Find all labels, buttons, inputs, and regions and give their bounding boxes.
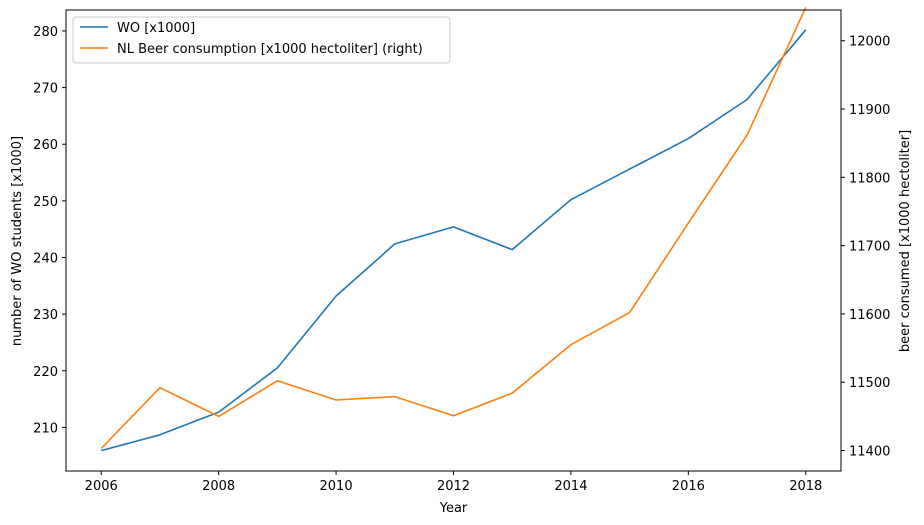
x-tick-label: 2014 xyxy=(554,479,587,494)
x-tick-label: 2006 xyxy=(85,479,118,494)
y-left-tick-label: 220 xyxy=(33,365,58,380)
y-right-tick-label: 11700 xyxy=(849,240,890,255)
y-left-tick-label: 270 xyxy=(33,82,58,97)
series-line-0 xyxy=(100,29,807,452)
plot-frame xyxy=(65,9,842,472)
y-right-tick-label: 11500 xyxy=(849,376,890,391)
y-left-tick-label: 260 xyxy=(33,138,58,153)
y-left-tick-label: 210 xyxy=(33,421,58,436)
y-axis-left-title: number of WO students [x1000] xyxy=(10,136,25,346)
x-tick-label: 2010 xyxy=(320,479,353,494)
tick-layer: 2006 2008 2010 2012 2014 2016 2018 210 220 230 240… xyxy=(33,25,890,494)
series-line-1 xyxy=(100,6,807,450)
y-left-tick-label: 240 xyxy=(33,251,58,266)
legend-label-beer: NL Beer consumption [x1000 hectoliter] (… xyxy=(117,42,423,57)
x-tick-label: 2012 xyxy=(437,479,470,494)
x-axis-title: Year xyxy=(439,501,468,516)
y-axis-right-title: beer consumed [x1000 hectoliter] xyxy=(898,130,913,352)
y-left-tick-label: 280 xyxy=(33,25,58,40)
legend: WO [x1000] NL Beer consumption [x1000 he… xyxy=(72,16,451,64)
x-tick-label: 2018 xyxy=(789,479,822,494)
y-right-tick-label: 11800 xyxy=(849,171,890,186)
x-tick-label: 2008 xyxy=(202,479,235,494)
y-right-tick-label: 12000 xyxy=(849,35,890,50)
y-right-tick-label: 11900 xyxy=(849,103,890,118)
legend-box xyxy=(72,16,451,64)
y-right-tick-label: 11600 xyxy=(849,308,890,323)
legend-label-wo: WO [x1000] xyxy=(117,21,195,36)
y-left-tick-label: 230 xyxy=(33,308,58,323)
y-right-tick-label: 11400 xyxy=(849,445,890,460)
y-left-tick-label: 250 xyxy=(33,195,58,210)
x-tick-label: 2016 xyxy=(672,479,705,494)
series-layer xyxy=(100,6,807,452)
